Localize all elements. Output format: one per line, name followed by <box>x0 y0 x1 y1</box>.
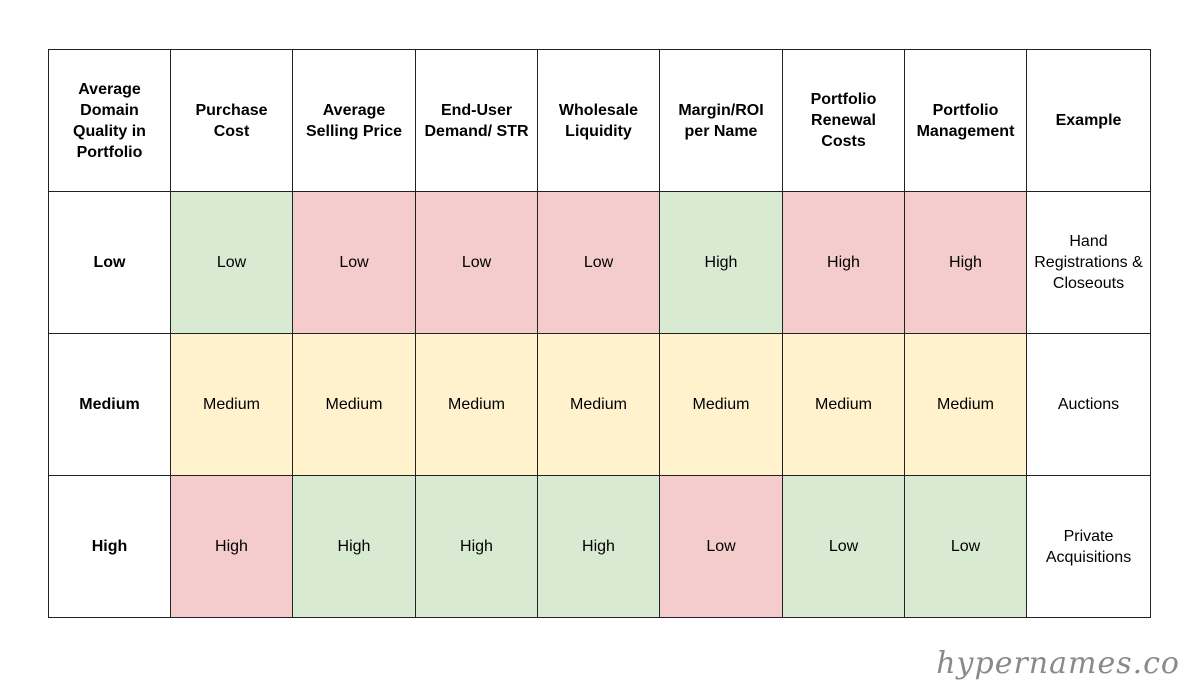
table-cell: Medium <box>170 333 293 476</box>
table-cell: Medium <box>537 333 660 476</box>
row-label: Medium <box>48 333 171 476</box>
table-row-high: High High High High High Low Low Low Pri… <box>48 475 1151 618</box>
table-cell: Medium <box>782 333 905 476</box>
header-domain-quality: Average Domain Quality in Portfolio <box>48 49 171 192</box>
row-label: Low <box>48 191 171 334</box>
table-cell: Low <box>782 475 905 618</box>
table-cell: Medium <box>904 333 1027 476</box>
table-cell: Low <box>659 475 783 618</box>
comparison-table: Average Domain Quality in Portfolio Purc… <box>48 49 1151 618</box>
example-cell: Hand Registrations & Closeouts <box>1026 191 1151 334</box>
header-example: Example <box>1026 49 1151 192</box>
table-cell: High <box>415 475 538 618</box>
table-row-low: Low Low Low Low Low High High High Hand … <box>48 191 1151 334</box>
header-row: Average Domain Quality in Portfolio Purc… <box>48 49 1151 192</box>
table-cell: High <box>659 191 783 334</box>
table-cell: High <box>904 191 1027 334</box>
header-purchase-cost: Purchase Cost <box>170 49 293 192</box>
example-cell: Private Acquisitions <box>1026 475 1151 618</box>
table-cell: High <box>537 475 660 618</box>
table-cell: Low <box>904 475 1027 618</box>
table-row-medium: Medium Medium Medium Medium Medium Mediu… <box>48 333 1151 476</box>
table-cell: Low <box>170 191 293 334</box>
header-end-user-demand: End-User Demand/ STR <box>415 49 538 192</box>
row-label: High <box>48 475 171 618</box>
header-renewal-costs: Portfolio Renewal Costs <box>782 49 905 192</box>
table-cell: Medium <box>415 333 538 476</box>
header-average-selling-price: Average Selling Price <box>292 49 416 192</box>
table-cell: High <box>292 475 416 618</box>
example-cell: Auctions <box>1026 333 1151 476</box>
table-cell: Medium <box>292 333 416 476</box>
header-margin-roi: Margin/ROI per Name <box>659 49 783 192</box>
table-cell: Low <box>292 191 416 334</box>
table-cell: High <box>170 475 293 618</box>
table-cell: Low <box>537 191 660 334</box>
comparison-table-container: Average Domain Quality in Portfolio Purc… <box>48 49 1151 618</box>
header-portfolio-management: Portfolio Management <box>904 49 1027 192</box>
watermark-logo: hypernames.co <box>936 646 1180 681</box>
table-cell: Medium <box>659 333 783 476</box>
table-cell: High <box>782 191 905 334</box>
table-cell: Low <box>415 191 538 334</box>
header-wholesale-liquidity: Wholesale Liquidity <box>537 49 660 192</box>
